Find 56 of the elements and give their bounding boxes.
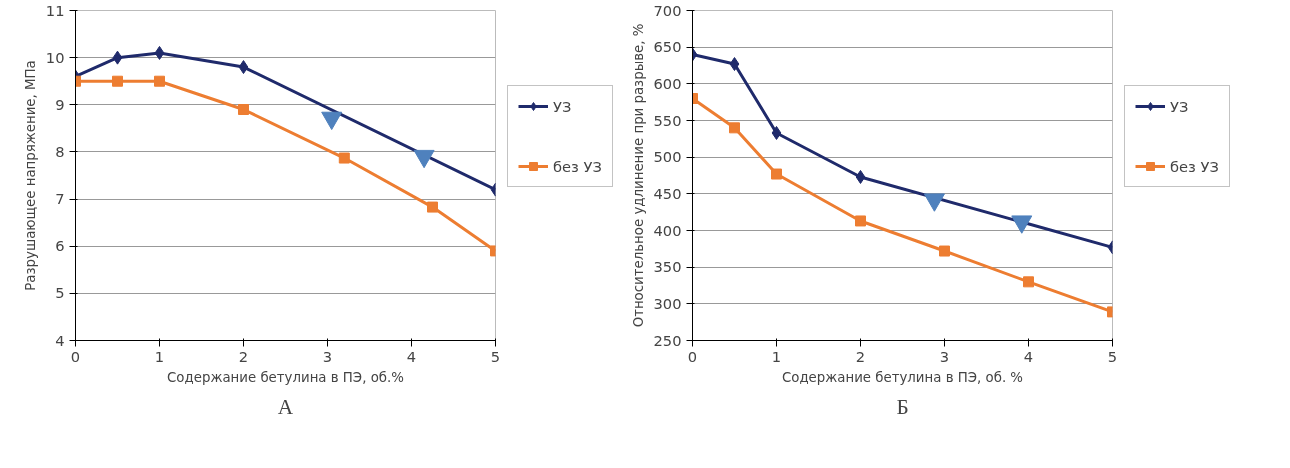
point xyxy=(338,152,350,164)
point xyxy=(112,75,123,87)
x-tick-label: 5 xyxy=(490,347,501,365)
y-tick-label: 7 xyxy=(55,190,65,208)
legend-label: УЗ xyxy=(1170,97,1190,115)
y-axis-title: Относительное удлинение при разрыве, % xyxy=(630,23,646,328)
point xyxy=(112,50,123,65)
text: Б xyxy=(896,394,909,419)
y-tick-label: 11 xyxy=(45,1,65,19)
x-tick-label: 1 xyxy=(154,347,165,365)
y-tick-label: 350 xyxy=(653,258,682,276)
y-tick-label: 9 xyxy=(55,95,65,113)
x-tick-label: 3 xyxy=(939,347,950,365)
point xyxy=(771,125,782,140)
y-tick-label: 550 xyxy=(653,111,682,129)
point xyxy=(154,45,165,60)
x-tick-label: 3 xyxy=(322,347,333,365)
x-tick-label: 5 xyxy=(1107,347,1118,365)
point xyxy=(238,60,249,75)
point xyxy=(729,57,740,72)
y-tick-label: 8 xyxy=(55,142,65,160)
x-tick-label: 4 xyxy=(406,347,417,365)
x-axis-title: Содержание бетулина в ПЭ, об. % xyxy=(781,369,1024,385)
x-tick-label: 0 xyxy=(70,347,81,365)
y-tick-label: 500 xyxy=(653,148,682,166)
y-tick-label: 650 xyxy=(653,38,682,56)
point xyxy=(855,169,866,184)
y-tick-label: 4 xyxy=(55,331,65,349)
y-tick-label: 450 xyxy=(653,184,682,202)
y-tick-label: 700 xyxy=(653,1,682,19)
point xyxy=(855,215,866,227)
point xyxy=(1023,276,1034,288)
x-tick-label: 2 xyxy=(855,347,866,365)
legend-label: без УЗ xyxy=(1170,157,1219,175)
legend-label: УЗ xyxy=(553,97,573,115)
point xyxy=(771,168,782,180)
point xyxy=(729,122,740,134)
x-tick-label: 2 xyxy=(238,347,249,365)
y-tick-label: 250 xyxy=(653,331,682,349)
x-tick-label: 1 xyxy=(771,347,782,365)
y-tick-label: 600 xyxy=(653,74,682,92)
y-tick-label: 300 xyxy=(653,294,682,312)
y-tick-label: 5 xyxy=(55,284,65,302)
legend-label: без УЗ xyxy=(553,157,602,175)
y-tick-label: 10 xyxy=(45,48,65,66)
point xyxy=(238,104,249,115)
y-axis-title: Разрушающее напряжение, МПа xyxy=(22,60,38,291)
y-tick-label: 6 xyxy=(55,237,65,255)
x-tick-label: 0 xyxy=(687,347,698,365)
point xyxy=(427,201,438,213)
point xyxy=(154,75,165,87)
text: А xyxy=(277,394,294,419)
point xyxy=(939,245,950,257)
x-axis-title: Содержание бетулина в ПЭ, об.% xyxy=(167,369,404,385)
x-tick-label: 4 xyxy=(1023,347,1034,365)
y-tick-label: 400 xyxy=(653,221,682,239)
